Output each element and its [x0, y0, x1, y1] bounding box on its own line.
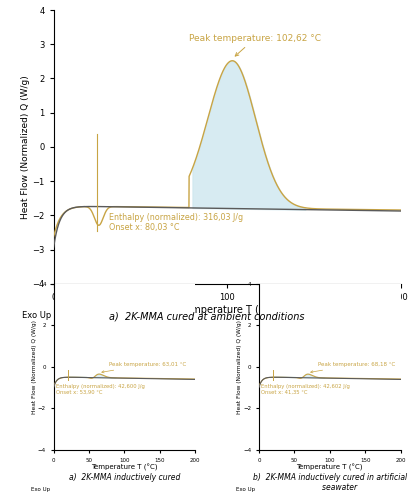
Text: Exo Up: Exo Up: [22, 312, 52, 320]
X-axis label: Temperature Τ (°C): Temperature Τ (°C): [297, 464, 363, 471]
Text: Enthalpy (normalized): 42,602 J/g
Onset x: 41,35 °C: Enthalpy (normalized): 42,602 J/g Onset …: [261, 384, 350, 395]
X-axis label: Temperature Τ (°C): Temperature Τ (°C): [91, 464, 158, 471]
Y-axis label: Heat Flow (Normalized) Q (W/g): Heat Flow (Normalized) Q (W/g): [237, 320, 242, 414]
Text: Peak temperature: 68,18 °C: Peak temperature: 68,18 °C: [311, 362, 395, 373]
Y-axis label: Heat Flow (Normalized) Q (W/g): Heat Flow (Normalized) Q (W/g): [21, 75, 29, 219]
Y-axis label: Heat Flow (Normalized) Q (W/g): Heat Flow (Normalized) Q (W/g): [31, 320, 36, 414]
Text: Enthalpy (normalized): 42,600 J/g
Onset x: 53,90 °C: Enthalpy (normalized): 42,600 J/g Onset …: [56, 384, 145, 395]
Text: Enthalpy (normalized): 316,03 J/g
Onset x: 80,03 °C: Enthalpy (normalized): 316,03 J/g Onset …: [109, 212, 243, 232]
Text: b)  2K-MMA inductively cured in artificial
        seawater: b) 2K-MMA inductively cured in artificia…: [253, 472, 407, 492]
Text: Exo Up: Exo Up: [31, 486, 50, 492]
Text: Exo Up: Exo Up: [236, 486, 256, 492]
Text: Peak temperature: 63,01 °C: Peak temperature: 63,01 °C: [102, 362, 186, 373]
Text: a)  2K-MMA inductively cured: a) 2K-MMA inductively cured: [69, 472, 180, 482]
Text: a)  2K-MMA cured at ambient conditions: a) 2K-MMA cured at ambient conditions: [109, 312, 304, 322]
Text: Peak temperature: 102,62 °C: Peak temperature: 102,62 °C: [189, 34, 321, 56]
X-axis label: Temperature Τ (°C): Temperature Τ (°C): [180, 305, 274, 315]
